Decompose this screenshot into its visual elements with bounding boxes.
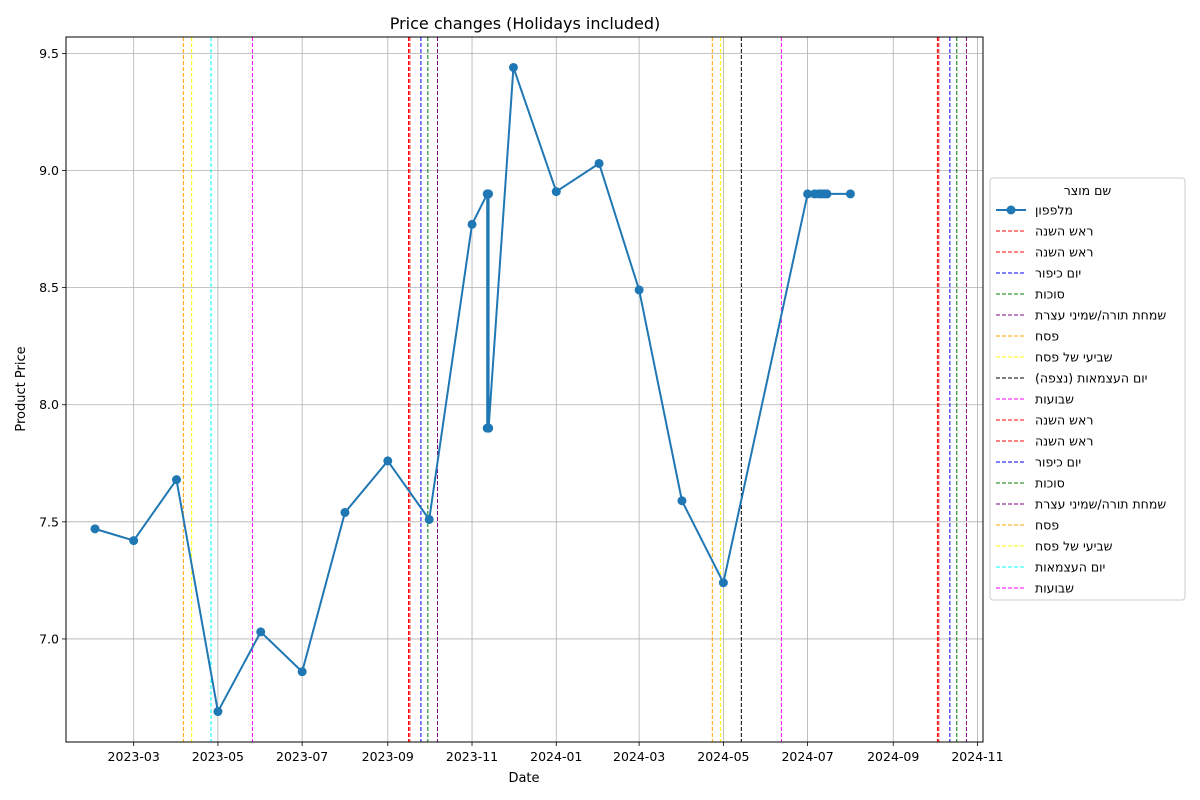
x-tick-label: 2024-03	[613, 749, 665, 764]
data-point	[803, 189, 813, 199]
y-tick-label: 9.5	[39, 46, 59, 61]
data-point	[845, 189, 855, 199]
x-tick-label: 2023-03	[108, 749, 160, 764]
legend-entry-label: יום העצמאות	[1035, 560, 1105, 575]
legend-entry-label: שמחת תורה/שמיני עצרת	[1035, 497, 1166, 512]
data-point	[383, 456, 393, 466]
x-tick-label: 2024-05	[697, 749, 749, 764]
y-tick-label: 8.5	[39, 280, 59, 295]
legend-entry-label: ראש השנה	[1035, 413, 1093, 428]
data-point	[256, 627, 266, 637]
chart-title: Price changes (Holidays included)	[390, 14, 661, 33]
y-tick-label: 9.0	[39, 163, 59, 178]
data-point	[822, 189, 832, 199]
data-point	[677, 496, 687, 506]
x-tick-label: 2023-11	[446, 749, 498, 764]
x-axis-title: Date	[508, 771, 539, 786]
data-point	[171, 475, 181, 485]
y-tick-label: 7.0	[39, 631, 59, 646]
legend-entry-label: יום העצמאות (נצפה)	[1035, 371, 1147, 386]
legend-entry-label: שביעי של פסח	[1035, 350, 1113, 365]
data-point	[484, 189, 494, 199]
legend-entry-label: פסח	[1035, 329, 1059, 344]
data-point	[297, 667, 307, 677]
data-point	[467, 219, 477, 229]
data-point	[90, 524, 100, 534]
legend-entry-label: ראש השנה	[1035, 224, 1093, 239]
x-tick-label: 2023-07	[276, 749, 328, 764]
data-point	[424, 514, 434, 524]
series-layer	[90, 62, 855, 717]
data-point	[484, 423, 494, 433]
data-point	[718, 578, 728, 588]
legend-entry-label: מלפפון	[1035, 203, 1073, 218]
legend-entry-label: שבועות	[1035, 392, 1074, 407]
legend-entry-label: שביעי של פסח	[1035, 539, 1113, 554]
legend-entry-label: יום כיפור	[1035, 266, 1081, 281]
data-point	[634, 285, 644, 295]
plot-frame	[65, 36, 984, 743]
y-tick-label: 8.0	[39, 397, 59, 412]
data-point	[213, 707, 223, 717]
data-point	[594, 158, 604, 168]
legend-box	[989, 177, 1186, 601]
data-point	[129, 536, 139, 546]
x-tick-label: 2024-09	[867, 749, 919, 764]
legend-title: שם מוצר	[1064, 183, 1112, 198]
x-tick-label: 2023-05	[192, 749, 244, 764]
data-point	[551, 187, 561, 197]
data-point	[508, 62, 518, 72]
y-tick-label: 7.5	[39, 514, 59, 529]
legend-entry-label: סוכות	[1035, 476, 1065, 491]
y-axis-title: Product Price	[14, 346, 29, 431]
legend-entry-label: ראש השנה	[1035, 434, 1093, 449]
legend-entry-label: יום כיפור	[1035, 455, 1081, 470]
legend-entry-label: שבועות	[1035, 581, 1074, 596]
data-point	[340, 507, 350, 517]
y-axis-ticks: 7.0 7.5 8.0 8.5 9.0 9.5	[39, 46, 66, 646]
legend: שם מוצר מלפפון ראש השנה ראש השנה יום כיפור סו…	[989, 177, 1186, 601]
grid	[66, 37, 983, 742]
x-tick-label: 2024-07	[781, 749, 833, 764]
x-tick-label: 2023-09	[362, 749, 414, 764]
series-line	[94, 66, 851, 713]
x-tick-label: 2024-11	[951, 749, 1003, 764]
x-axis-ticks: 2023-03 2023-05 2023-07 2023-09 2023-11 2024-…	[108, 742, 1004, 764]
legend-entry-label: סוכות	[1035, 287, 1065, 302]
legend-swatch-marker	[1006, 205, 1016, 215]
legend-entry-label: שמחת תורה/שמיני עצרת	[1035, 308, 1166, 323]
x-tick-label: 2024-01	[530, 749, 582, 764]
legend-entry-label: ראש השנה	[1035, 245, 1093, 260]
holiday-lines	[182, 37, 967, 742]
legend-entry-label: פסח	[1035, 518, 1059, 533]
